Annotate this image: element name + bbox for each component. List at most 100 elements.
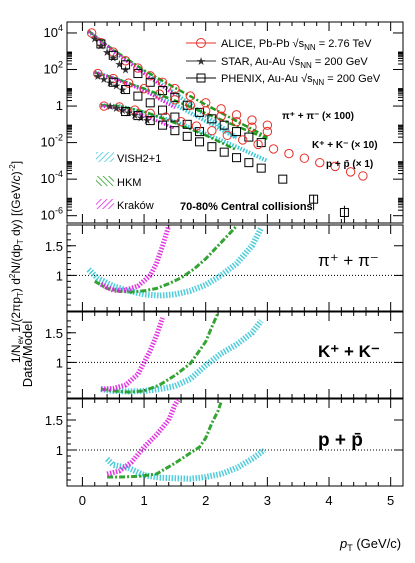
x-tick-label: 4	[325, 493, 332, 508]
ratio-proton-frame	[66, 398, 404, 487]
ratio-kaon-label: K⁺ + K⁻	[318, 342, 380, 361]
alice-point	[268, 144, 279, 154]
ratio-model-curve	[104, 447, 267, 482]
phenix-point	[170, 112, 180, 122]
alice-point	[238, 135, 248, 145]
legend-hkm: HKM	[96, 176, 141, 189]
ratio-y-tick-label: 1	[56, 355, 63, 370]
ratio-pion-label: π⁺ + π⁻	[318, 251, 379, 270]
phenix-point	[232, 153, 242, 163]
phenix-point	[145, 116, 155, 126]
alice-point	[86, 28, 97, 38]
alice-point	[253, 139, 263, 150]
ratio-panel-pion: π⁺ + π⁻ 1 1.5	[45, 224, 404, 312]
spectra-model-curves	[87, 29, 269, 163]
phenix-point	[244, 158, 254, 168]
alice-point	[216, 111, 226, 121]
legend-alice-marker	[196, 38, 206, 48]
phenix-point	[133, 91, 143, 101]
legend-star: ★ STAR, Au-Au √sNN = 200 GeV	[186, 56, 368, 70]
star-point: ★	[136, 112, 146, 124]
ratio-proton-label: p + p̄	[318, 430, 363, 451]
ratio-y-tick-label: 1.5	[45, 413, 63, 428]
star-point: ★	[121, 65, 131, 77]
spectra-y-tick-label: 102	[44, 60, 63, 77]
star-point: ★	[105, 101, 115, 113]
phenix-point	[121, 60, 131, 70]
alice-point	[93, 68, 103, 79]
legend-phenix-marker	[196, 73, 206, 83]
ratio-y-axis-title: Data/Model	[20, 321, 35, 388]
alice-point	[222, 130, 232, 141]
phenix-point	[195, 137, 205, 147]
star-point: ★	[118, 105, 128, 117]
star-point: ★	[102, 47, 112, 59]
ratio-model-curve	[106, 398, 181, 477]
spectra-y-ticks: 10-6 10-4 10-2 1 102 104	[41, 23, 403, 223]
ratio-model-curve	[99, 225, 172, 293]
alice-point	[185, 100, 196, 110]
legend-hkm-swatch	[96, 176, 114, 186]
spectra-x-ticks	[81, 22, 392, 486]
species-label-kaon: K⁺ + K⁻ (× 10)	[312, 140, 378, 151]
legend-vish-label: VISH2+1	[117, 153, 161, 165]
phenix-point	[244, 132, 254, 142]
ratio-y-tick-label: 1.5	[45, 326, 63, 341]
spectra-y-axis-title: 1/Nev 1/(2πpT) d2N/(dpT dy) [(GeV/c)-2]	[8, 161, 25, 363]
legend-phenix: PHENIX, Au-Au √sNN = 200 GeV	[186, 73, 381, 87]
ratio-y-tick-label: 1.5	[45, 239, 63, 254]
legend-vish-swatch	[96, 152, 114, 162]
phenix-point	[256, 138, 266, 148]
bottom-x-ticks: 0 1 2 3 4 5	[79, 493, 394, 508]
star-point: ★	[142, 115, 152, 127]
alice-point	[330, 161, 340, 172]
phenix-point	[121, 85, 131, 95]
phenix-point	[232, 127, 242, 137]
alice-point	[145, 108, 155, 119]
alice-point	[185, 91, 196, 101]
star-point: ★	[93, 71, 103, 83]
star-point: ★	[114, 59, 124, 71]
phenix-point	[207, 142, 217, 152]
phenix-point	[158, 86, 168, 96]
phenix-point	[278, 174, 288, 184]
x-axis-title: pT (GeV/c)	[339, 536, 401, 553]
phenix-point	[182, 100, 192, 110]
alice-point	[231, 116, 242, 127]
ratio-y-tick-label: 1	[56, 443, 63, 458]
star-point: ★	[111, 103, 121, 115]
x-tick-label: 3	[264, 493, 271, 508]
alice-point	[231, 110, 242, 120]
star-point: ★	[99, 74, 109, 86]
spectra-y-tick-label: 10-4	[41, 169, 63, 186]
star-point: ★	[96, 41, 106, 53]
phenix-point	[195, 127, 205, 137]
phenix-point	[195, 107, 205, 117]
alice-point	[154, 89, 165, 99]
phenix-point	[219, 120, 229, 130]
phenix-point	[108, 50, 118, 60]
spectra-model-curve	[94, 70, 176, 110]
legend-krakow-swatch	[96, 199, 114, 209]
spectra-y-tick-label: 10-2	[41, 133, 63, 150]
alice-point	[216, 104, 226, 114]
alice-point	[358, 171, 368, 181]
alice-point	[139, 83, 149, 94]
ratio-model-curve	[100, 317, 165, 392]
phenix-point	[96, 39, 106, 49]
ratio-model-curve	[100, 312, 220, 394]
star-point: ★	[90, 33, 100, 45]
alice-point	[201, 106, 211, 116]
legend: ALICE, Pb-Pb √sNN = 2.76 TeV ★ STAR, Au-…	[96, 38, 381, 212]
star-point: ★	[118, 85, 128, 97]
ratio-pion-frame	[66, 224, 404, 312]
alice-point	[176, 116, 186, 127]
legend-alice-label: ALICE, Pb-Pb √sNN = 2.76 TeV	[221, 38, 372, 52]
star-point: ★	[130, 110, 140, 122]
x-tick-label: 1	[140, 493, 147, 508]
alice-point	[262, 126, 273, 137]
star-point: ★	[108, 53, 118, 65]
alice-point	[247, 122, 257, 132]
legend-star-marker: ★	[196, 56, 206, 68]
